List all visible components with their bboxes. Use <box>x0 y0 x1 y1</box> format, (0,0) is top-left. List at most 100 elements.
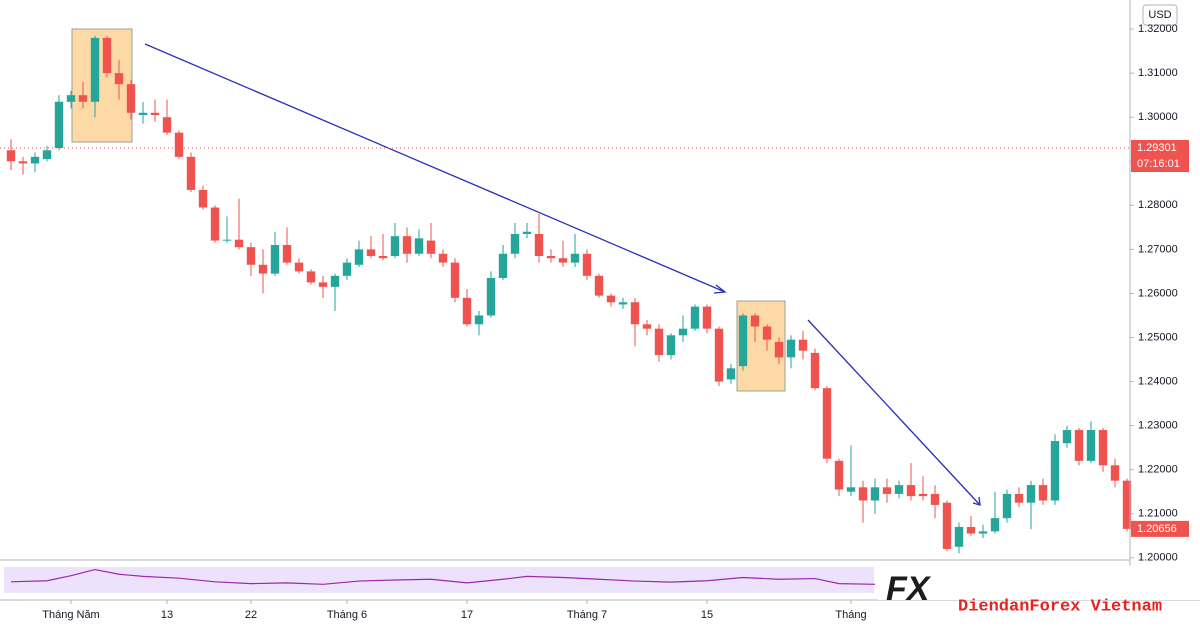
countdown-label: 07:16:01 <box>1137 158 1180 170</box>
candle-body <box>1122 480 1132 529</box>
candle-body <box>894 485 904 494</box>
candle-body <box>1002 493 1012 519</box>
x-tick-label: 13 <box>161 609 173 621</box>
x-tick-label: Tháng 6 <box>327 609 367 621</box>
candle-body <box>1110 465 1120 481</box>
candle-body <box>906 485 916 497</box>
last-price-label: 1.20656 <box>1137 523 1177 535</box>
candle-body <box>198 189 208 208</box>
candle-body <box>114 73 124 85</box>
candle-body <box>978 531 988 534</box>
candle-body <box>498 253 508 279</box>
candle-body <box>42 150 52 160</box>
candle-body <box>162 117 172 133</box>
candle-body <box>582 253 592 276</box>
plot-area <box>6 28 1132 554</box>
candle-body <box>462 297 472 325</box>
candle-body <box>1050 441 1060 501</box>
y-tick-label: 1.26000 <box>1138 287 1178 299</box>
brand-mark: FX <box>886 570 932 608</box>
candle-body <box>666 335 676 356</box>
candle-body <box>606 295 616 303</box>
candle-body <box>366 249 376 256</box>
candle-body <box>258 264 268 274</box>
candle-body <box>714 328 724 382</box>
candle-body <box>678 328 688 336</box>
y-tick-label: 1.32000 <box>1138 23 1178 35</box>
x-tick-label: 15 <box>701 609 713 621</box>
candle-body <box>30 156 40 164</box>
candle-body <box>558 258 568 263</box>
x-tick-label: Tháng Năm <box>42 609 99 621</box>
candle-body <box>426 240 436 254</box>
candle-body <box>822 388 832 459</box>
y-tick-label: 1.28000 <box>1138 199 1178 211</box>
price-badge <box>1131 139 1189 156</box>
candle-body <box>786 339 796 358</box>
candle-body <box>1026 485 1036 503</box>
x-tick-label: 22 <box>245 609 257 621</box>
y-tick-label: 1.21000 <box>1138 508 1178 520</box>
trend-arrow <box>807 319 981 506</box>
candle-body <box>750 315 760 327</box>
candle-body <box>918 493 928 497</box>
y-tick-label: 1.24000 <box>1138 375 1178 387</box>
candle-body <box>990 518 1000 532</box>
y-tick-label: 1.23000 <box>1138 420 1178 432</box>
candle-body <box>570 253 580 263</box>
candle-body <box>798 339 808 351</box>
brand-area <box>878 566 1200 600</box>
y-tick-label: 1.20000 <box>1138 552 1178 564</box>
candle-body <box>102 37 112 74</box>
annotations <box>144 43 981 506</box>
candle-body <box>486 278 496 316</box>
candle-body <box>318 282 328 287</box>
y-tick-label: 1.22000 <box>1138 464 1178 476</box>
candle-body <box>6 150 16 162</box>
candle-body <box>810 352 820 389</box>
candle-body <box>342 262 352 276</box>
candle-body <box>642 324 652 329</box>
candle-body <box>378 255 388 259</box>
candle-body <box>390 236 400 256</box>
candle-body <box>414 238 424 254</box>
candle-body <box>210 207 220 241</box>
candle-body <box>186 156 196 190</box>
candle-body <box>618 302 628 305</box>
candle-body <box>522 231 532 234</box>
candle-body <box>630 302 640 325</box>
candle-body <box>834 460 844 490</box>
indicator-line <box>10 568 876 585</box>
candle-body <box>1038 485 1048 501</box>
candle-body <box>726 368 736 380</box>
candle-body <box>774 341 784 358</box>
candle-body <box>402 236 412 254</box>
candle-body <box>294 262 304 272</box>
arrow-head <box>972 496 981 506</box>
currency-label: USD <box>1148 9 1171 21</box>
candle-body <box>282 244 292 263</box>
x-tick-label: 17 <box>461 609 473 621</box>
candle-body <box>270 244 280 274</box>
y-tick-label: 1.27000 <box>1138 243 1178 255</box>
last-price-badge <box>1131 520 1189 537</box>
candle-body <box>546 255 556 259</box>
candle-body <box>870 487 880 501</box>
candle-body <box>1014 493 1024 503</box>
candle-body <box>954 526 964 547</box>
candle-body <box>66 95 76 102</box>
candle-body <box>18 161 28 164</box>
candle-body <box>90 37 100 102</box>
trend-arrow <box>144 43 726 293</box>
currency-box <box>1142 4 1178 26</box>
brand-name: DiendanForex Vietnam <box>958 597 1162 616</box>
candle-body <box>738 315 748 367</box>
candle-body <box>138 112 148 115</box>
candle-body <box>54 101 64 149</box>
candle-body <box>930 493 940 505</box>
candle-body <box>474 315 484 325</box>
candle-body <box>702 306 712 329</box>
candle-body <box>246 247 256 265</box>
